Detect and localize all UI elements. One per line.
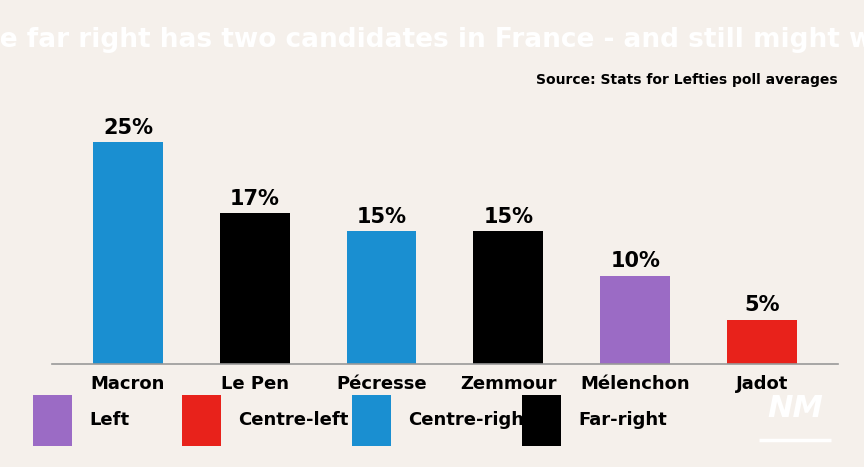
Text: Centre-right: Centre-right — [409, 411, 533, 429]
Bar — [727, 320, 797, 364]
Text: Far-right: Far-right — [579, 411, 667, 429]
Text: 15%: 15% — [357, 207, 407, 227]
Bar — [219, 213, 289, 364]
Bar — [522, 395, 561, 446]
Bar — [181, 395, 221, 446]
Text: 25%: 25% — [103, 118, 153, 138]
Text: The far right has two candidates in France - and still might win: The far right has two candidates in Fran… — [0, 27, 864, 53]
Bar — [33, 395, 72, 446]
Bar — [346, 231, 416, 364]
Text: Left: Left — [90, 411, 130, 429]
Bar — [352, 395, 391, 446]
Text: Source: Stats for Lefties poll averages: Source: Stats for Lefties poll averages — [537, 73, 838, 87]
Text: NM: NM — [767, 394, 823, 423]
Text: 5%: 5% — [744, 296, 779, 316]
Text: Centre-left: Centre-left — [238, 411, 349, 429]
Bar — [473, 231, 543, 364]
Bar — [93, 142, 162, 364]
Text: 15%: 15% — [483, 207, 533, 227]
Text: 10%: 10% — [610, 251, 660, 271]
Text: 17%: 17% — [230, 189, 280, 209]
Bar — [600, 276, 670, 364]
